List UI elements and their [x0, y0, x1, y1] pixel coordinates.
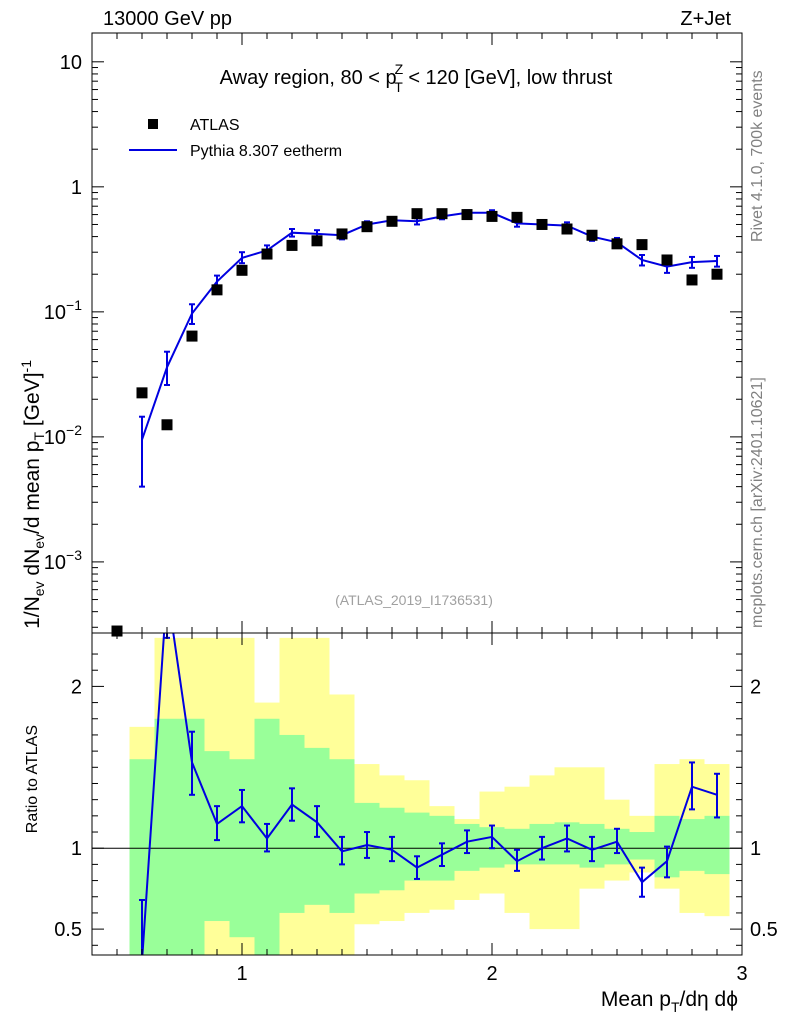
atlas-data-point [661, 254, 673, 266]
main-ytick-base: 10 [44, 302, 66, 324]
main-ytick-label: 10−2 [44, 422, 82, 449]
mcplots-label: mcplots.cern.ch [arXiv:2401.10621] [749, 377, 766, 628]
rivet-label: Rivet 4.1.0, 700k events [749, 70, 766, 242]
ratio-marks [92, 633, 742, 955]
ylabel-b-sub: ev [31, 534, 47, 549]
atlas-data-point [386, 215, 398, 227]
atlas-data-point [436, 208, 448, 220]
legend-atlas-label: ATLAS [190, 117, 240, 134]
main-ytick-base: 10 [44, 552, 66, 574]
ratio-ytick-label-right: 1 [750, 838, 761, 860]
plot-title: Away region, 80 < pZ T < 120 [GeV], low t… [220, 61, 613, 95]
ratio-green-band [679, 819, 705, 871]
title-sup: Z [395, 61, 404, 77]
main-ytick-label: 10−1 [44, 297, 82, 324]
ylabel-d: [GeV] [21, 372, 44, 432]
legend-atlas-marker [148, 119, 158, 129]
atlas-data-point [186, 330, 198, 342]
main-ytick-label: 1 [71, 177, 82, 199]
ratio-green-band [704, 815, 730, 875]
main-ytick-base: 10 [44, 427, 66, 449]
atlas-data-point [161, 419, 173, 431]
main-ytick-base: 1 [71, 177, 82, 199]
ylabel-b: dN [21, 549, 44, 582]
atlas-data-point [411, 208, 423, 220]
ratio-axes: 0.5 0.5 1 1 2 2 1 2 3 [54, 633, 778, 985]
ratio-xtick-label: 3 [736, 963, 747, 985]
atlas-data-point [211, 284, 223, 296]
xlabel-a: Mean p [601, 988, 671, 1011]
atlas-data-point [536, 218, 548, 230]
ylabel-c-sub: T [31, 432, 47, 441]
ratio-panel: 0.5 0.5 1 1 2 2 1 2 3 Ratio to ATLAS Mean pT/dη … [24, 632, 778, 1015]
atlas-data-point [611, 238, 623, 250]
ratio-green-band [154, 718, 180, 955]
ratio-ytick-label: 0.5 [54, 919, 82, 941]
main-ylabel: 1/Nev dNev/d mean pT [GeV]-1 [18, 360, 47, 629]
ratio-ylabel: Ratio to ATLAS [24, 725, 41, 833]
ylabel-d-sup: -1 [18, 360, 34, 373]
atlas-data-point [336, 228, 348, 240]
ratio-ytick-label-right: 2 [750, 676, 761, 698]
atlas-data-point [686, 274, 698, 286]
header-right-label: Z+Jet [680, 8, 731, 30]
atlas-data-point [486, 210, 498, 222]
main-marks [111, 208, 723, 637]
atlas-data-point [636, 239, 648, 251]
main-ytick-exponent: −2 [66, 422, 82, 438]
atlas-data-point [361, 221, 373, 233]
atlas-data-point [511, 211, 523, 223]
ratio-green-band [279, 734, 305, 913]
main-ytick-exponent: −3 [66, 547, 82, 563]
xlabel-b: /dη dϕ [680, 988, 738, 1011]
ratio-ytick-label: 2 [71, 676, 82, 698]
xlabel-a-sub: T [671, 999, 680, 1015]
ratio-xlabel: Mean pT/dη dϕ [601, 988, 738, 1015]
main-ytick-label: 10−3 [44, 547, 82, 574]
title-sub: T [394, 79, 403, 95]
ratio-green-band [629, 832, 655, 860]
ylabel-a: 1/N [21, 596, 44, 629]
ylabel-a-sub: ev [31, 581, 47, 596]
analysis-watermark: (ATLAS_2019_I1736531) [335, 592, 493, 608]
ylabel-c: /d mean p [21, 441, 44, 534]
atlas-data-point [311, 235, 323, 247]
ratio-ytick-label: 1 [71, 838, 82, 860]
atlas-data-point [261, 248, 273, 260]
legend-pythia-label: Pythia 8.307 eetherm [190, 143, 342, 160]
header-left-label: 13000 GeV pp [103, 8, 232, 30]
atlas-data-point [236, 264, 248, 276]
ratio-xtick-label: 1 [236, 963, 247, 985]
atlas-data-point [461, 209, 473, 221]
main-ytick-label: 10 [60, 52, 82, 74]
ratio-xtick-label: 2 [486, 963, 497, 985]
ratio-ytick-label-right: 0.5 [750, 919, 778, 941]
atlas-data-point [286, 239, 298, 251]
atlas-data-point [561, 223, 573, 235]
title-pre: Away region, 80 < p [220, 67, 397, 89]
atlas-data-point [136, 387, 148, 399]
ratio-series-line [141, 633, 718, 955]
legend: ATLAS Pythia 8.307 eetherm [129, 117, 342, 160]
main-ytick-base: 10 [60, 52, 82, 74]
atlas-data-point [711, 268, 723, 280]
title-post: < 120 [GeV], low thrust [403, 67, 613, 89]
atlas-data-point [586, 229, 598, 241]
main-ytick-exponent: −1 [66, 297, 82, 313]
